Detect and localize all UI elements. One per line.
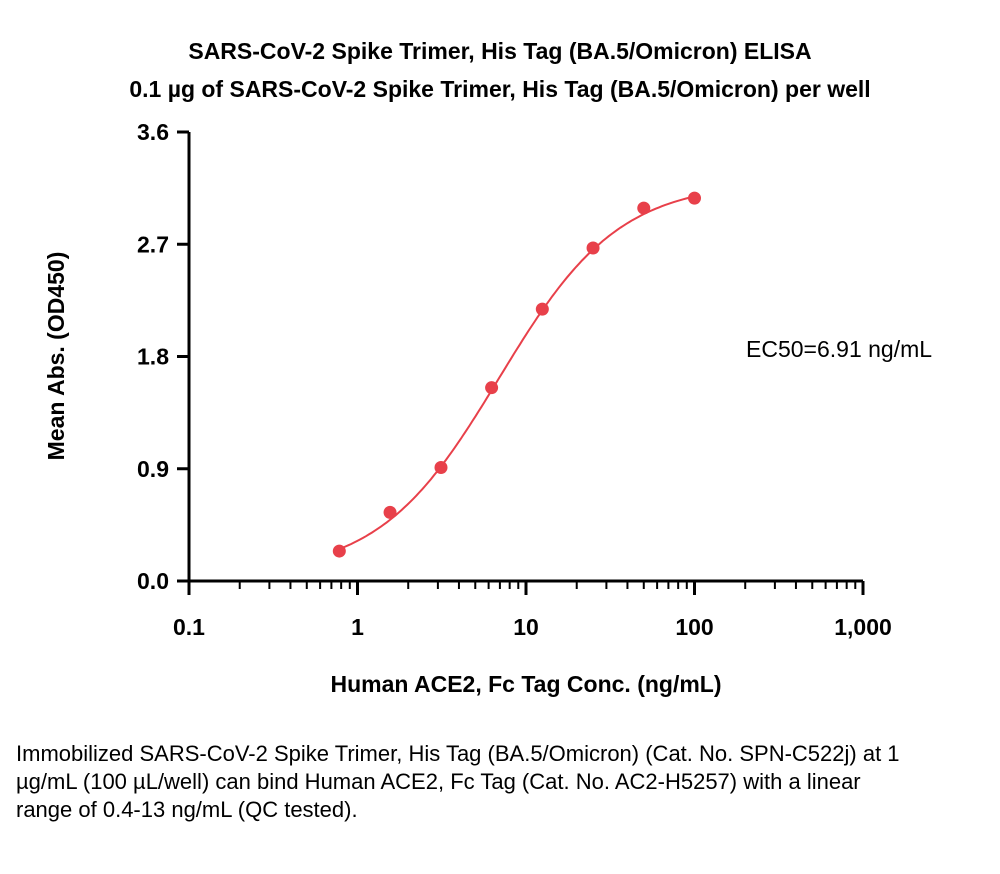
y-tick-label: 0.9 xyxy=(137,456,169,482)
y-axis-label: Mean Abs. (OD450) xyxy=(43,252,69,461)
x-tick-label: 10 xyxy=(513,614,539,640)
ec50-annotation: EC50=6.91 ng/mL xyxy=(746,336,932,362)
y-tick-label: 3.6 xyxy=(137,119,169,145)
elisa-chart: 0.0 0.9 1.8 2.7 3.6 0.1 1 10 100 1,000 Mean Abs. … xyxy=(43,119,932,697)
x-axis-label: Human ACE2, Fc Tag Conc. (ng/mL) xyxy=(330,671,721,697)
y-tick-label: 1.8 xyxy=(137,344,169,370)
y-tick-label: 0.0 xyxy=(137,568,169,594)
x-tick-label: 0.1 xyxy=(173,614,205,640)
fit-curve-layer xyxy=(338,195,695,551)
data-point xyxy=(332,544,346,558)
data-point xyxy=(637,201,651,215)
fit-curve xyxy=(338,195,695,551)
data-point xyxy=(383,505,397,519)
data-points xyxy=(332,191,701,558)
y-tick-label: 2.7 xyxy=(137,231,169,257)
axes: 0.0 0.9 1.8 2.7 3.6 0.1 1 10 100 1,000 xyxy=(137,119,892,640)
data-point xyxy=(535,302,549,316)
data-point xyxy=(485,381,499,395)
chart-subtitle: 0.1 µg of SARS-CoV-2 Spike Trimer, His T… xyxy=(129,76,871,102)
x-tick-label: 1 xyxy=(351,614,364,640)
figure-caption: Immobilized SARS-CoV-2 Spike Trimer, His… xyxy=(16,741,900,822)
chart-title: SARS-CoV-2 Spike Trimer, His Tag (BA.5/O… xyxy=(188,38,812,64)
data-point xyxy=(434,461,448,475)
x-tick-label: 1,000 xyxy=(834,614,892,640)
data-point xyxy=(586,241,600,255)
x-tick-label: 100 xyxy=(675,614,713,640)
data-point xyxy=(688,191,701,205)
